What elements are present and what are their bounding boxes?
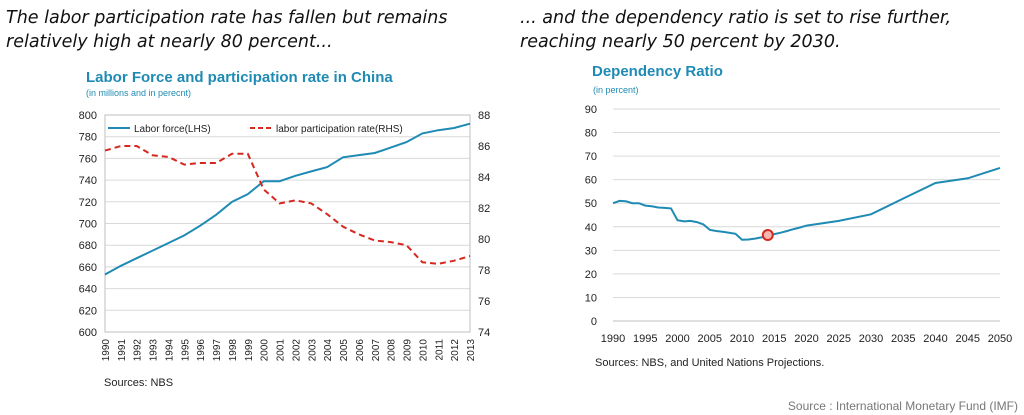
right-y-tick-label: 74 <box>478 327 490 339</box>
dep-x-tick-label: 2015 <box>762 333 786 345</box>
legend-label: labor participation rate(RHS) <box>276 124 403 135</box>
left-chart-subtitle: (in millions and in perecnt) <box>86 88 191 98</box>
dep-y-tick-label: 60 <box>585 175 597 187</box>
dep-y-tick-label: 30 <box>585 245 597 257</box>
left-chart-title: Labor Force and participation rate in Ch… <box>86 69 393 86</box>
x-tick-label: 2004 <box>323 339 334 362</box>
left-y-tick-label: 780 <box>79 132 97 144</box>
dep-x-tick-label: 1990 <box>601 333 625 345</box>
dep-y-tick-label: 70 <box>585 151 597 163</box>
x-tick-label: 1997 <box>212 339 223 362</box>
x-tick-label: 2007 <box>371 339 382 362</box>
highlight-marker <box>761 229 774 242</box>
labor-force-line <box>104 122 471 276</box>
dep-x-tick-label: 2020 <box>794 333 818 345</box>
right-y-tick-label: 88 <box>478 110 490 122</box>
right-y-tick-label: 76 <box>478 296 490 308</box>
left-y-tick-label: 640 <box>79 284 97 296</box>
dep-y-tick-label: 90 <box>585 104 597 116</box>
left-y-tick-label: 680 <box>79 240 97 252</box>
dep-y-tick-label: 10 <box>585 292 597 304</box>
x-tick-label: 2010 <box>418 339 429 362</box>
left-y-tick-label: 760 <box>79 153 97 165</box>
dep-y-tick-label: 80 <box>585 128 597 140</box>
x-tick-label: 2002 <box>291 339 302 362</box>
x-tick-label: 1995 <box>180 339 191 362</box>
participation-rate-line <box>104 145 471 265</box>
right-y-tick-label: 84 <box>478 172 490 184</box>
x-tick-label: 1990 <box>101 339 112 362</box>
dep-x-tick-label: 2030 <box>859 333 883 345</box>
x-tick-label: 2001 <box>276 339 287 362</box>
x-tick-label: 2008 <box>387 339 398 362</box>
left-y-tick-label: 660 <box>79 262 97 274</box>
legend-label: Labor force(LHS) <box>134 124 211 135</box>
x-tick-label: 1999 <box>244 339 255 362</box>
left-chart-frame <box>104 114 471 333</box>
right-chart-subtitle: (in percent) <box>593 85 639 95</box>
left-y-tick-label: 720 <box>79 197 97 209</box>
right-y-tick-label: 78 <box>478 265 490 277</box>
x-tick-label: 2005 <box>339 339 350 362</box>
right-y-tick-label: 82 <box>478 203 490 215</box>
dep-y-tick-label: 50 <box>585 198 597 210</box>
right-chart-source: Sources: NBS, and United Nations Project… <box>595 357 824 369</box>
x-tick-label: 2006 <box>355 339 366 362</box>
left-y-tick-label: 800 <box>79 110 97 122</box>
left-chart-source: Sources: NBS <box>104 377 173 389</box>
right-y-tick-label: 80 <box>478 234 490 246</box>
right-y-tick-label: 86 <box>478 141 490 153</box>
dep-x-tick-label: 2045 <box>956 333 980 345</box>
x-tick-label: 1994 <box>164 339 175 362</box>
dep-x-tick-label: 2010 <box>730 333 754 345</box>
right-chart-title: Dependency Ratio <box>592 63 723 80</box>
x-tick-label: 1992 <box>133 339 144 362</box>
dep-x-tick-label: 2000 <box>665 333 689 345</box>
left-y-tick-label: 740 <box>79 175 97 187</box>
dep-y-tick-label: 40 <box>585 222 597 234</box>
x-tick-label: 2009 <box>403 339 414 362</box>
x-tick-label: 1993 <box>149 339 160 362</box>
dep-x-tick-label: 2040 <box>923 333 947 345</box>
footer-source: Source : International Monetary Fund (IM… <box>788 399 1018 413</box>
dep-y-tick-label: 20 <box>585 269 597 281</box>
x-tick-label: 2013 <box>466 339 477 362</box>
dep-y-tick-label: 0 <box>591 316 597 328</box>
headline-left: The labor participation rate has fallen … <box>6 8 448 52</box>
x-tick-label: 1996 <box>196 339 207 362</box>
x-tick-label: 2011 <box>434 339 445 361</box>
dep-x-tick-label: 1995 <box>633 333 657 345</box>
x-tick-label: 1991 <box>117 339 128 362</box>
left-chart: 600 620 640 660 680 700 720 740 760 780 800 74 76 78 8… <box>79 110 491 361</box>
left-y-tick-label: 620 <box>79 305 97 317</box>
left-y-tick-label: 700 <box>79 219 97 231</box>
x-tick-label: 2000 <box>260 339 271 362</box>
x-tick-label: 1998 <box>228 339 239 362</box>
dep-x-tick-label: 2025 <box>827 333 851 345</box>
dependency-ratio-line <box>612 166 1001 241</box>
dep-x-tick-label: 2035 <box>891 333 915 345</box>
headline-right: ... and the dependency ratio is set to r… <box>520 8 952 52</box>
dep-x-tick-label: 2050 <box>988 333 1012 345</box>
x-tick-label: 2012 <box>450 339 461 362</box>
x-tick-label: 2003 <box>307 339 318 362</box>
dep-x-tick-label: 2005 <box>698 333 722 345</box>
left-y-tick-label: 600 <box>79 327 97 339</box>
